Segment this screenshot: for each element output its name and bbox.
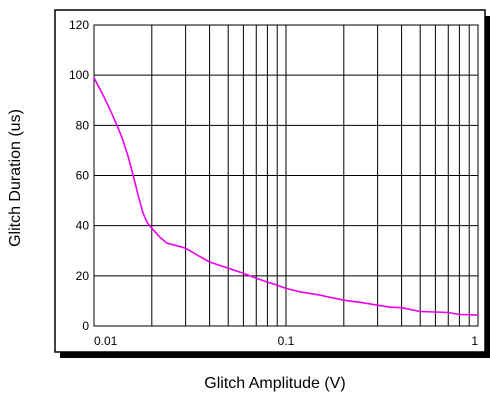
- plot-frame: [54, 9, 486, 353]
- x-tick-label: 1: [471, 334, 478, 348]
- y-tick-label: 20: [76, 269, 90, 283]
- y-tick-label: 100: [69, 68, 89, 82]
- y-axis-title: Glitch Duration (us): [7, 109, 24, 247]
- x-tick-label: 0.1: [278, 334, 295, 348]
- tick-label-layer: 0 20 40 60 80 100 120 0.01 0.1 1: [69, 18, 478, 348]
- plot-area-border: [93, 24, 479, 327]
- y-tick-label: 60: [76, 169, 90, 183]
- series-line: [93, 76, 479, 317]
- y-tick-label: 40: [76, 219, 90, 233]
- x-axis-title: Glitch Amplitude (V): [204, 375, 345, 392]
- y-tick-label: 0: [82, 319, 89, 333]
- y-tick-label: 80: [76, 118, 90, 132]
- series-layer: [93, 76, 479, 317]
- x-tick-label: 0.01: [94, 334, 118, 348]
- grid-layer: [94, 25, 478, 326]
- y-tick-label: 120: [69, 18, 89, 32]
